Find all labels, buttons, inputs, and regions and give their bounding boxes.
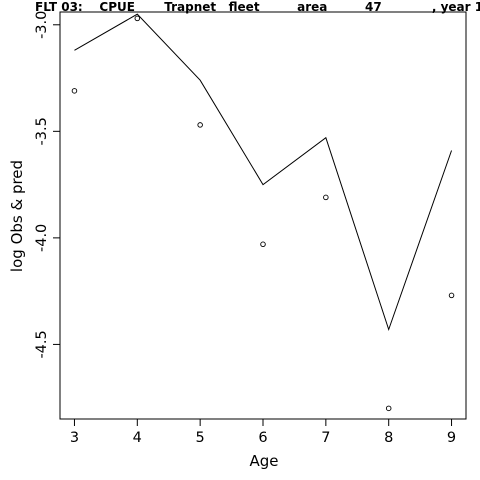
- x-axis-label: Age: [249, 452, 278, 470]
- y-tick-label: -3.5: [34, 117, 50, 145]
- chart-title: FLT 03: CPUE Trapnet fleet area 47 , yea…: [35, 0, 480, 14]
- x-tick-label: 5: [196, 430, 205, 446]
- observed-point: [71, 88, 78, 94]
- y-axis: -3.0 -3.5 -4.0 -4.5: [34, 11, 60, 359]
- observed-point: [448, 292, 455, 299]
- x-tick-label: 6: [258, 430, 267, 446]
- observed-point: [134, 15, 141, 22]
- x-tick-label: 8: [384, 430, 393, 446]
- y-axis-label: log Obs & pred: [8, 160, 26, 272]
- predicted-line: [74, 13, 453, 332]
- x-tick-label: 7: [321, 430, 330, 446]
- series-layer: [71, 13, 455, 412]
- y-tick-label: -4.5: [34, 330, 50, 358]
- observed-point: [385, 405, 392, 412]
- plot-frame: [59, 11, 467, 420]
- y-tick-label: -3.0: [34, 11, 50, 39]
- y-tick-label: -4.0: [34, 224, 50, 252]
- x-axis: 3 4 5 6 7 8 9: [70, 419, 456, 446]
- x-tick-label: 4: [133, 430, 142, 446]
- x-tick-label: 9: [447, 430, 456, 446]
- observed-point: [323, 194, 329, 201]
- observed-point: [260, 241, 266, 248]
- observed-point: [197, 122, 203, 128]
- x-tick-label: 3: [70, 430, 79, 446]
